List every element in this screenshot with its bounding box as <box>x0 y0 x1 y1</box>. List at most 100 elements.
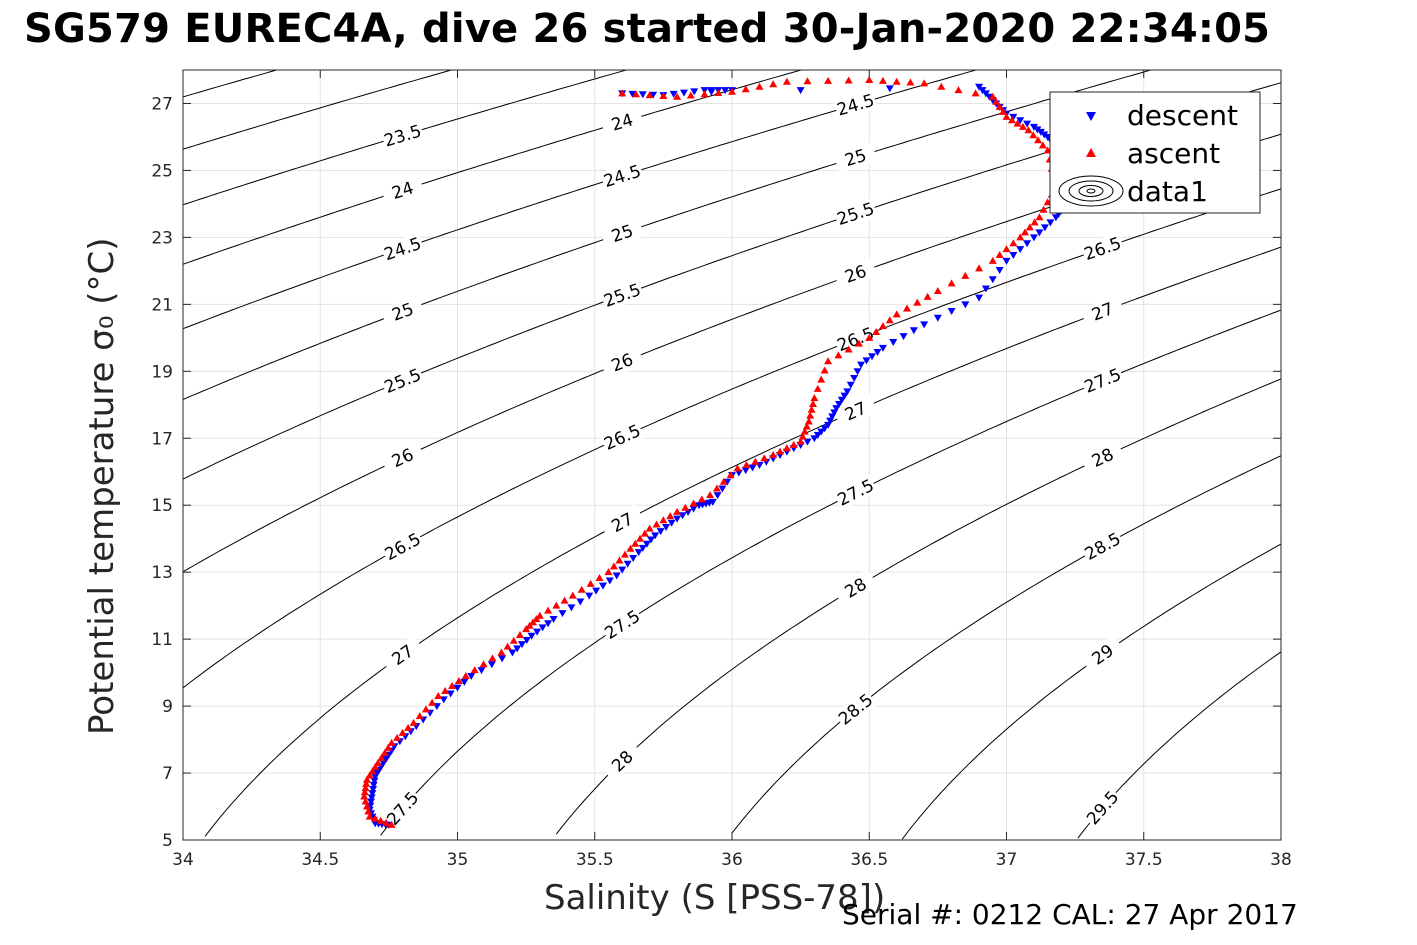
ascent-point <box>384 743 393 751</box>
descent-point <box>382 755 391 763</box>
ascent-point <box>700 90 709 98</box>
ascent-point <box>503 642 512 650</box>
descent-point <box>538 624 547 632</box>
ascent-point <box>560 596 569 604</box>
contour-label-bg <box>599 419 645 455</box>
ascent-point <box>751 457 760 465</box>
contour-label-bg <box>1080 363 1125 398</box>
ascent-point <box>441 687 450 695</box>
descent-point <box>549 616 558 624</box>
descent-point <box>533 628 542 636</box>
descent-point <box>513 645 522 653</box>
descent-point <box>498 655 507 663</box>
contour-label-bg <box>1080 232 1125 265</box>
ascent-point <box>376 816 385 824</box>
ascent-point <box>813 384 822 392</box>
contour-label-bg <box>599 278 645 312</box>
ascent-point <box>1009 239 1018 247</box>
density-contours <box>156 20 1281 840</box>
descent-point <box>453 684 462 692</box>
contour-label-bg <box>380 635 425 675</box>
ascent-point <box>360 792 369 800</box>
descent-point <box>647 536 656 544</box>
descent-point <box>369 781 378 789</box>
descent-point <box>379 760 388 767</box>
isopycnal-23.5 <box>183 70 629 206</box>
ascent-point <box>497 648 506 656</box>
ascent-point <box>885 316 894 324</box>
y-tick-label: 9 <box>162 697 173 717</box>
ascent-point <box>1024 126 1033 134</box>
ascent-point <box>892 77 901 85</box>
ascent-point <box>854 339 863 347</box>
y-tick-label: 5 <box>162 831 173 851</box>
ascent-point <box>865 333 874 341</box>
ascent-point <box>362 779 371 787</box>
ascent-point <box>796 437 805 445</box>
ascent-point <box>1025 223 1034 231</box>
isopycnal-22.5 <box>183 70 279 98</box>
ascent-point <box>706 491 715 499</box>
ascent-point <box>1034 136 1043 144</box>
descent-point <box>439 696 448 704</box>
serial-cal-footer: Serial #: 0212 CAL: 27 Apr 2017 <box>842 898 1298 931</box>
descent-point <box>899 333 908 341</box>
ascent-point <box>789 440 798 448</box>
ascent-point <box>865 76 874 84</box>
ascent-point <box>577 585 586 593</box>
ascent-point <box>988 256 997 264</box>
descent-point <box>832 405 841 413</box>
descent-point <box>853 368 862 376</box>
ascent-point <box>362 775 371 783</box>
descent-point <box>527 632 536 640</box>
contour-label-bg <box>380 232 425 265</box>
descent-point <box>662 523 671 531</box>
ascent-point <box>1018 122 1027 130</box>
ascent-point <box>719 477 728 485</box>
y-tick-label: 25 <box>151 161 173 181</box>
chart-title: SG579 EUREC4A, dive 26 started 30-Jan-20… <box>24 6 1271 52</box>
descent-point <box>947 308 956 316</box>
descent-point <box>1029 234 1038 242</box>
descent-point <box>629 554 638 562</box>
ascent-point <box>913 298 922 306</box>
descent-point <box>878 344 887 352</box>
descent-point <box>368 790 377 798</box>
legend-descent-marker <box>1086 112 1096 121</box>
ascent-point <box>509 636 518 644</box>
descent-point <box>477 667 486 675</box>
ascent-point <box>626 544 635 552</box>
descent-point <box>741 467 750 475</box>
contour-label-bg <box>381 786 424 830</box>
descent-point <box>835 400 844 408</box>
descent-point <box>567 604 576 612</box>
descent-point <box>1023 120 1032 128</box>
contour-label-bg <box>600 160 645 192</box>
ascent-point <box>365 771 374 779</box>
ascent-point <box>448 682 457 689</box>
descent-point <box>598 582 607 590</box>
descent-point <box>961 301 970 309</box>
descent-point <box>446 690 455 698</box>
descent-point <box>975 83 984 91</box>
descent-point <box>707 87 716 95</box>
descent-point <box>889 339 898 347</box>
ascent-point <box>820 366 829 374</box>
descent-point <box>933 314 942 322</box>
contour-label-bg <box>1080 295 1125 328</box>
ascent-point <box>470 666 479 674</box>
ascent-point <box>382 818 391 826</box>
ascent-point <box>1013 119 1022 127</box>
descent-point <box>576 598 585 606</box>
descent-point <box>820 425 829 433</box>
ascent-point <box>373 759 382 766</box>
contour-label-bg <box>599 345 645 380</box>
ascent-point <box>488 654 497 662</box>
contour-label-bg <box>833 474 878 511</box>
contour-label-bg <box>833 89 878 120</box>
contour-label-bg <box>380 120 425 151</box>
ascent-point <box>742 461 751 469</box>
contour-label-bg <box>380 440 425 476</box>
isopycnal-22 <box>156 20 282 55</box>
